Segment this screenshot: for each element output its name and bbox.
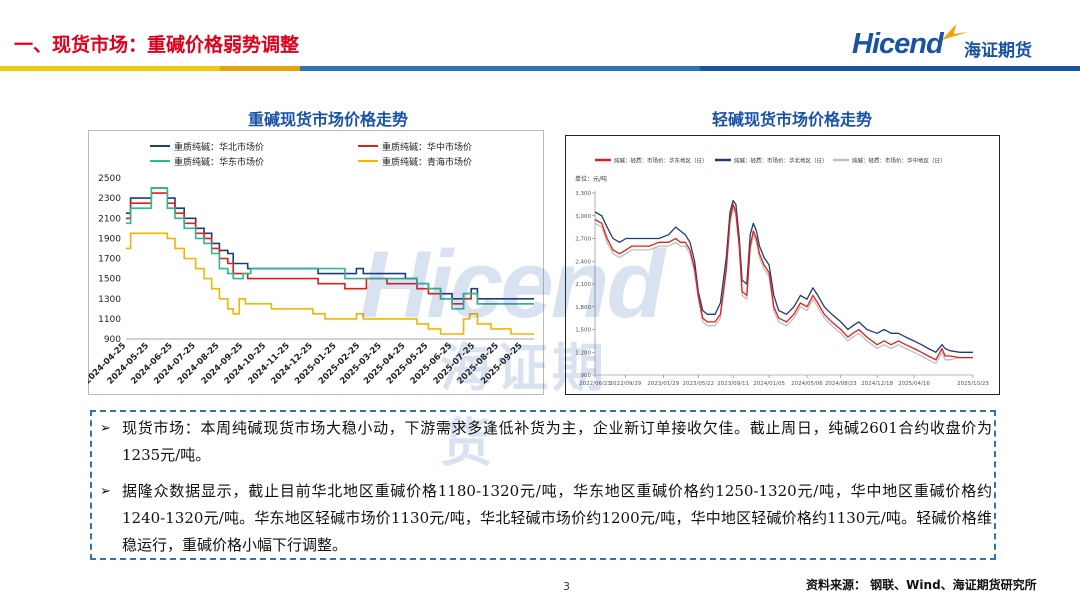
y-tick-label: 2,700 [575, 237, 591, 243]
legend-label: 重质纯碱：华中市场价 [382, 141, 472, 153]
logo-text: Hicend [852, 28, 944, 60]
series-line [594, 203, 973, 361]
x-tick-label: 2024/08/23 [825, 381, 857, 387]
x-tick-label: 2025/04/16 [898, 381, 930, 387]
legend-label: 重质纯碱：华东市场价 [174, 156, 264, 168]
y-tick-label: 2,100 [575, 282, 591, 288]
y-tick-label: 1500 [98, 275, 121, 285]
y-tick-label: 1100 [98, 315, 121, 325]
heavy-soda-chart-title: 重碱现货市场价格走势 [248, 110, 409, 129]
y-tick-label: 2500 [98, 174, 121, 184]
right-chart-frame [565, 135, 1000, 395]
light-soda-price-chart: 纯碱：轻质：市场价：华东地区（日） 纯碱：轻质：市场价：华北地区（日） 纯碱：轻质：… [565, 135, 1000, 395]
y-tick-label: 3,300 [575, 191, 591, 197]
bullet-arrow-icon: ➢ [100, 421, 111, 436]
header-bar-seg-2 [220, 66, 300, 71]
page-number: 3 [563, 580, 570, 593]
y-tick-label: 1900 [98, 234, 121, 244]
legend-label: 重质纯碱：青海市场价 [382, 156, 472, 168]
commentary-bullet-2: ➢ 据隆众数据显示，截止目前华北地区重碱价格1180-1320元/吨，华东地区重… [100, 478, 992, 559]
data-source: 资料来源： 钢联、Wind、海证期货研究所 [806, 578, 1037, 592]
left-chart-frame [88, 130, 544, 395]
company-logo: Hicend 海证期货 [852, 22, 1062, 66]
series-line [594, 207, 973, 365]
y-tick-label: 2,400 [575, 259, 591, 265]
unit-label: 单位：元/吨 [575, 175, 607, 183]
header-bar-seg-4 [700, 66, 1080, 71]
header-bar-seg-3 [300, 66, 700, 71]
bullet-2-text: 据隆众数据显示，截止目前华北地区重碱价格1180-1320元/吨，华东地区重碱价… [122, 482, 992, 554]
x-tick-label: 2025/10/23 [957, 381, 989, 387]
x-tick-label: 2023/09/11 [717, 381, 749, 387]
series-line [126, 187, 534, 310]
bullet-arrow-icon: ➢ [100, 484, 111, 499]
x-tick-label: 2022/06/23 [579, 381, 611, 387]
legend-label: 纯碱：轻质：市场价：华东地区（日） [614, 157, 708, 165]
x-tick-label: 2023/01/29 [647, 381, 679, 387]
y-tick-label: 3,000 [575, 214, 591, 220]
logo-swoosh-icon [942, 24, 968, 40]
legend-label: 纯碱：轻质：市场价：华北地区（日） [734, 157, 828, 165]
bullet-1-text: 现货市场：本周纯碱现货市场大稳小动，下游需求多逢低补货为主，企业新订单接收欠佳。… [122, 419, 992, 464]
y-tick-label: 2100 [98, 214, 121, 224]
series-line [594, 199, 973, 353]
y-tick-label: 1,800 [575, 305, 591, 311]
logo-cn-text: 海证期货 [964, 41, 1032, 61]
light-soda-chart-title: 轻碱现货市场价格走势 [712, 110, 873, 129]
y-tick-label: 900 [581, 373, 592, 379]
header-color-bar [0, 66, 1080, 71]
legend-label: 重质纯碱：华北市场价 [174, 141, 264, 153]
x-tick-label: 2024/12/18 [861, 381, 893, 387]
commentary-box: ➢ 现货市场：本周纯碱现货市场大稳小动，下游需求多逢低补货为主，企业新订单接收欠… [90, 410, 996, 560]
y-tick-label: 900 [104, 335, 121, 345]
y-tick-label: 1,500 [575, 328, 591, 334]
series-line [126, 232, 534, 335]
page-title: 一、现货市场：重碱价格弱势调整 [14, 34, 300, 56]
y-tick-label: 1700 [98, 255, 121, 265]
x-tick-label: 2024/01/05 [753, 381, 785, 387]
header-bar-seg-1 [0, 66, 220, 71]
commentary-bullet-1: ➢ 现货市场：本周纯碱现货市场大稳小动，下游需求多逢低补货为主，企业新订单接收欠… [100, 415, 992, 469]
x-tick-label: 2022/09/29 [610, 381, 642, 387]
x-tick-label: 2023/05/22 [682, 381, 714, 387]
y-tick-label: 2300 [98, 194, 121, 204]
y-tick-label: 1300 [98, 295, 121, 305]
x-tick-label: 2024/05/06 [791, 381, 823, 387]
y-tick-label: 1,200 [575, 350, 591, 356]
legend-label: 纯碱：轻质：市场价：华中地区（日） [852, 157, 946, 165]
